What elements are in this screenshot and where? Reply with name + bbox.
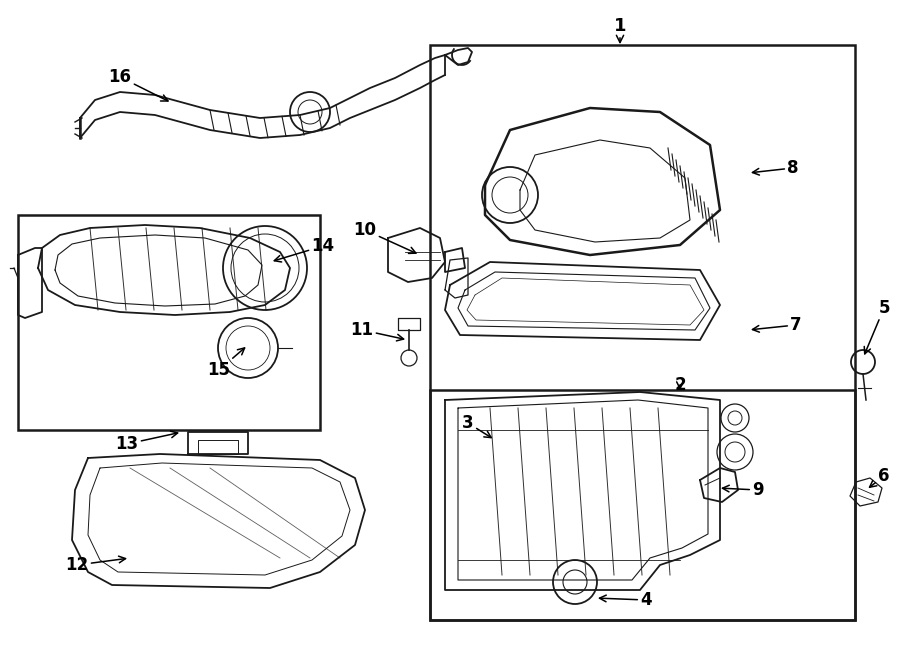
Text: 4: 4 bbox=[599, 591, 652, 609]
Text: 12: 12 bbox=[66, 556, 126, 574]
Text: 16: 16 bbox=[109, 68, 168, 101]
Text: 2: 2 bbox=[674, 376, 686, 394]
Text: 7: 7 bbox=[752, 316, 802, 334]
Text: 5: 5 bbox=[864, 299, 890, 354]
Text: 11: 11 bbox=[350, 321, 403, 341]
Text: 15: 15 bbox=[208, 348, 245, 379]
Text: 1: 1 bbox=[614, 17, 626, 42]
Text: 9: 9 bbox=[723, 481, 764, 499]
Text: 6: 6 bbox=[869, 467, 890, 487]
Bar bbox=[18, 215, 320, 430]
Text: 14: 14 bbox=[274, 237, 335, 262]
Text: 13: 13 bbox=[115, 431, 177, 453]
Bar bbox=[430, 390, 855, 620]
Bar bbox=[430, 45, 855, 620]
Text: 10: 10 bbox=[354, 221, 416, 253]
Text: 3: 3 bbox=[463, 414, 491, 438]
Text: 8: 8 bbox=[752, 159, 799, 177]
